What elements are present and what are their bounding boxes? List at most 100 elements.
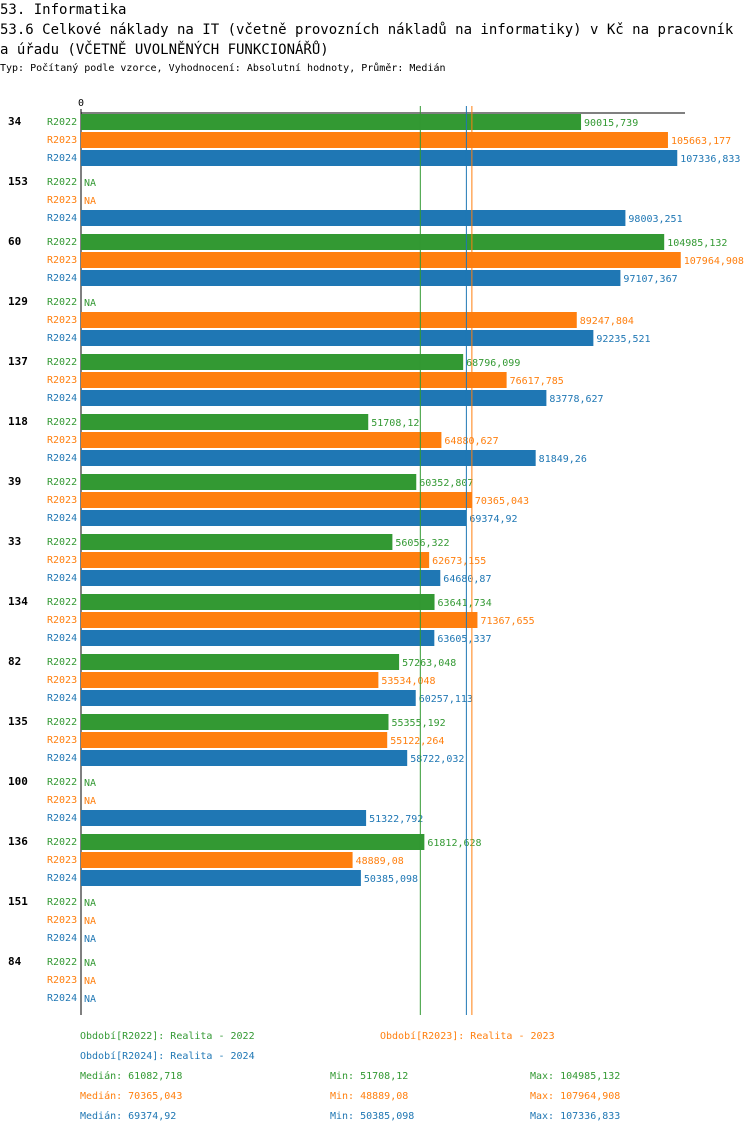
bar: [81, 690, 416, 706]
value-label: 55355,192: [392, 718, 446, 729]
header: 53. Informatika 53.6 Celkové náklady na …: [0, 0, 740, 76]
series-row-label: R2022: [47, 837, 77, 848]
bar: [81, 810, 367, 826]
category-label: 34: [8, 115, 22, 128]
value-label: 97107,367: [623, 274, 677, 285]
series-row-label: R2022: [47, 117, 77, 128]
value-label: 58722,032: [410, 754, 464, 765]
bar: [81, 672, 379, 688]
value-label: 64680,87: [443, 574, 491, 585]
bar: [81, 414, 369, 430]
value-label: NA: [84, 898, 96, 909]
section-title: 53. Informatika: [0, 2, 127, 18]
series-row-label: R2024: [47, 753, 77, 764]
value-label: 51708,12: [371, 418, 419, 429]
x-tick-label: 0: [78, 98, 84, 109]
series-row-label: R2022: [47, 597, 77, 608]
bar: [81, 714, 389, 730]
category-label: 39: [8, 475, 21, 488]
value-label: 70365,043: [475, 496, 529, 507]
series-row-label: R2024: [47, 633, 77, 644]
series-row-label: R2024: [47, 453, 77, 464]
value-label: NA: [84, 994, 96, 1005]
value-label: 53534,048: [381, 676, 435, 687]
stat-min: Min: 50385,098: [330, 1111, 414, 1122]
series-row-label: R2023: [47, 315, 77, 326]
series-row-label: R2022: [47, 897, 77, 908]
series-row-label: R2022: [47, 297, 77, 308]
value-label: 57263,048: [402, 658, 456, 669]
series-row-label: R2023: [47, 615, 77, 626]
category-label: 33: [8, 535, 21, 548]
series-row-label: R2022: [47, 537, 77, 548]
category-label: 137: [8, 355, 28, 368]
value-label: 105663,177: [671, 136, 731, 147]
value-label: 69374,92: [469, 514, 517, 525]
stat-median: Medián: 70365,043: [80, 1090, 182, 1102]
value-label: 83778,627: [549, 394, 603, 405]
series-row-label: R2022: [47, 777, 77, 788]
category-label: 136: [8, 835, 28, 848]
category-label: 118: [8, 415, 28, 428]
stat-max: Max: 104985,132: [530, 1071, 620, 1082]
series-row-label: R2022: [47, 177, 77, 188]
value-label: NA: [84, 976, 96, 987]
value-label: 51322,792: [369, 814, 423, 825]
category-label: 60: [8, 235, 21, 248]
category-label: 135: [8, 715, 28, 728]
bar: [81, 390, 547, 406]
value-label: NA: [84, 934, 96, 945]
value-label: 107964,908: [684, 256, 744, 267]
category-label: 151: [8, 895, 28, 908]
series-row-label: R2023: [47, 735, 77, 746]
bar: [81, 474, 417, 490]
bar: [81, 534, 393, 550]
value-label: 56056,322: [395, 538, 449, 549]
stat-min: Min: 51708,12: [330, 1071, 408, 1082]
bar: [81, 252, 681, 268]
series-row-label: R2023: [47, 675, 77, 686]
stat-max: Max: 107964,908: [530, 1091, 620, 1102]
series-row-label: R2023: [47, 375, 77, 386]
bar: [81, 552, 430, 568]
series-row-label: R2022: [47, 417, 77, 428]
series-row-label: R2022: [47, 477, 77, 488]
stat-min: Min: 48889,08: [330, 1091, 408, 1102]
bar: [81, 852, 353, 868]
series-row-label: R2022: [47, 657, 77, 668]
series-row-label: R2024: [47, 273, 77, 284]
series-row-label: R2023: [47, 555, 77, 566]
series-row-label: R2024: [47, 993, 77, 1004]
value-label: 76617,785: [510, 376, 564, 387]
bar: [81, 594, 435, 610]
series-row-label: R2023: [47, 435, 77, 446]
value-label: 68796,099: [466, 358, 520, 369]
value-label: NA: [84, 178, 96, 189]
value-label: 98003,251: [628, 214, 682, 225]
bar: [81, 570, 441, 586]
bar: [81, 870, 361, 886]
value-label: 60352,807: [419, 478, 473, 489]
bar: [81, 114, 582, 130]
bar: [81, 612, 478, 628]
series-row-label: R2024: [47, 873, 77, 884]
value-label: 107336,833: [680, 154, 740, 165]
value-label: 92235,521: [596, 334, 650, 345]
bar: [81, 750, 408, 766]
legend-entry: Období[R2024]: Realita - 2024: [80, 1050, 255, 1062]
bar: [81, 210, 626, 226]
bar: [81, 234, 665, 250]
series-row-label: R2024: [47, 693, 77, 704]
bar: [81, 450, 536, 466]
stat-median: Medián: 69374,92: [80, 1110, 176, 1122]
series-row-label: R2024: [47, 573, 77, 584]
bar: [81, 510, 467, 526]
value-label: NA: [84, 196, 96, 207]
bar: [81, 150, 678, 166]
chart-title: 53.6 Celkové náklady na IT (včetně provo…: [0, 22, 734, 58]
legend-entry: Období[R2022]: Realita - 2022: [80, 1030, 255, 1042]
bar: [81, 630, 435, 646]
series-row-label: R2024: [47, 333, 77, 344]
